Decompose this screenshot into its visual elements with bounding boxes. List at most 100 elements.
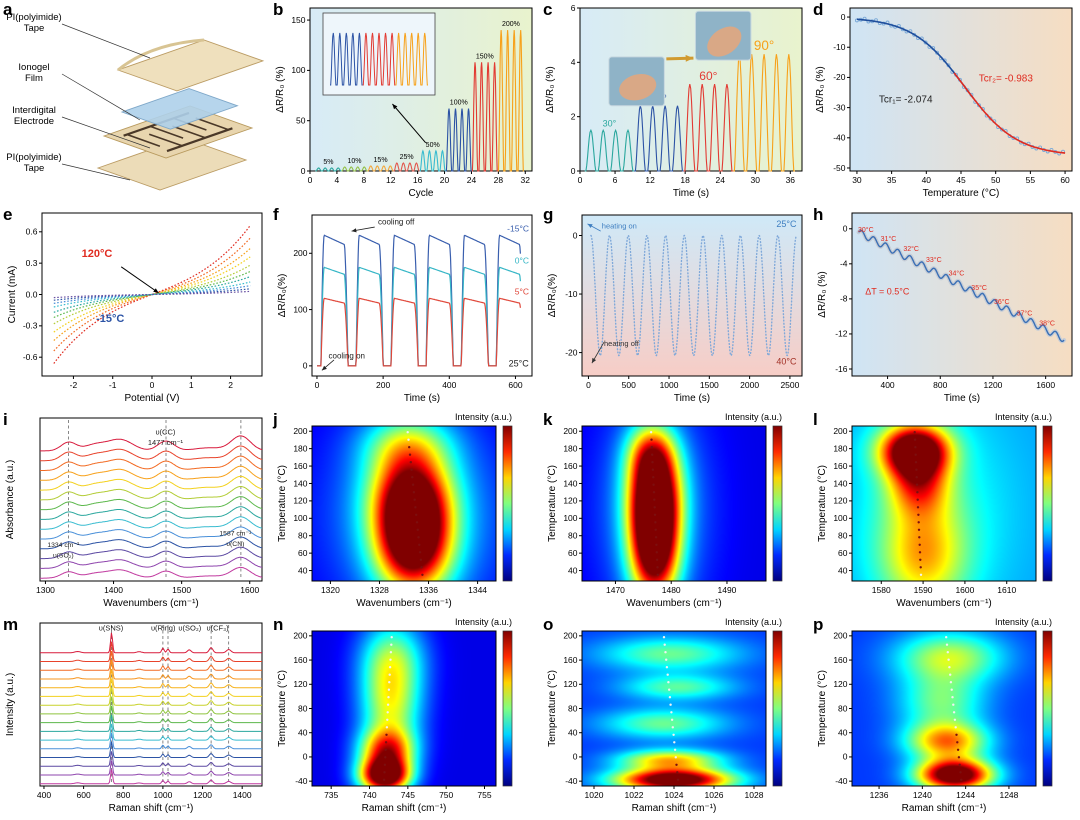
panel-letter: m (3, 615, 19, 634)
colorbar (502, 425, 513, 582)
x-tick-label: 600 (77, 790, 91, 800)
peak-trace-dot (653, 513, 657, 516)
peak-trace-dot (390, 643, 393, 646)
x-tick-label: 1 (189, 380, 194, 390)
x-axis-title: Wavenumbers (cm⁻¹) (896, 598, 991, 609)
spectrum-curve (40, 705, 262, 724)
intensity-label: Intensity (a.u.) (455, 412, 512, 422)
y-axis-title: ΔR/R₀ (%) (817, 271, 828, 317)
x-tick-label: 8 (361, 175, 366, 185)
panel-f: f 0 200 400 600 0 100 200 Time (s) ΔR/R₀(%) -15°C… (270, 205, 540, 410)
y-axis-title: Intensity (a.u.) (5, 673, 16, 736)
arrow-line (120, 266, 159, 294)
signal-peaks (584, 128, 635, 172)
panel-letter: l (813, 410, 818, 429)
x-axis-title: Raman shift (cm⁻¹) (902, 803, 987, 814)
panel-m: m 400 600 800 1000 1200 1400 Raman shift (cm⁻¹… (0, 615, 270, 820)
x-tick-label: 2 (228, 380, 233, 390)
y-tick-label: 40 (568, 565, 578, 575)
peak-trace-dot (384, 756, 387, 759)
y-tick-label: 160 (833, 461, 847, 471)
x-tick-label: 30 (852, 175, 862, 185)
spectrum-curve (40, 769, 262, 785)
annotation: 25°C (509, 358, 530, 368)
y-tick-label: 40 (838, 728, 848, 738)
spectrum-curve (40, 732, 262, 750)
peak-trace-dot (407, 438, 410, 441)
peak-trace-dot (915, 476, 918, 479)
data-point (988, 116, 993, 121)
x-axis-title: Wavenumbers (cm⁻¹) (103, 598, 198, 609)
plot-frame (581, 214, 803, 377)
y-tick-label: 0 (303, 361, 308, 371)
y-tick-label: 160 (293, 655, 307, 665)
panel-l-plot: 1580 1590 1600 1610 40 60 80 100 120 140 160 180 200… (810, 410, 1080, 615)
zoom-inset-box (322, 12, 436, 96)
spectrum-curve (40, 678, 262, 697)
peak-trace-dot (916, 491, 919, 494)
panel-j-plot: 1320 1328 1336 1344 40 60 80 100 120 140 160 180 200… (270, 410, 540, 615)
x-tick-label: 1028 (745, 790, 764, 800)
heatmap-canvas (582, 631, 766, 786)
panel-o: o 1020 1022 1024 1026 1028 -40 0 40 80 120 160 200 R… (540, 615, 810, 820)
peak-trace-dot (649, 431, 653, 434)
peak-trace-dot (652, 476, 655, 479)
x-tick-label: 1300 (36, 585, 55, 595)
signal-peaks (367, 165, 394, 172)
x-tick-label: 0 (315, 380, 320, 390)
panel-k: k 1470 1480 1490 40 60 80 100 120 140 160 180 200 Wa… (540, 410, 810, 615)
peak-trace-dot (654, 528, 657, 531)
arrow-head (321, 365, 327, 371)
y-tick-label: 0.6 (26, 227, 38, 237)
panel-n: n 735 740 745 750 755 -40 0 40 80 120 160 200 Raman … (270, 615, 540, 820)
x-tick-label: 60 (1060, 175, 1070, 185)
y-tick-label: 140 (293, 478, 307, 488)
peak-trace-dot (415, 521, 419, 524)
panel-i: i 1300 1400 1500 1600 Wavenumbers (cm⁻¹) Abso… (0, 410, 270, 615)
peak-trace-dot (960, 778, 963, 781)
temp-step-label: 38°C (1039, 319, 1055, 327)
x-tick-label: 1490 (718, 585, 737, 595)
colorbar (772, 425, 783, 582)
x-tick-label: 1500 (172, 585, 191, 595)
panel-f-plot: 0 200 400 600 0 100 200 Time (s) ΔR/R₀(%) -15°C 0°… (270, 205, 540, 410)
peak-trace-dot (945, 643, 949, 646)
annotation: 25°C (776, 219, 797, 229)
spectrum-curve (40, 566, 263, 579)
x-tick-label: 12 (386, 175, 396, 185)
signal-peaks (315, 167, 342, 172)
y-axis-title: ΔR/R₀(%) (277, 274, 288, 318)
peak-trace-dot (947, 658, 950, 661)
peak-trace-dot (389, 651, 393, 654)
x-tick-label: 1344 (468, 585, 487, 595)
peak-trace-dot (406, 431, 409, 434)
panel-e: e -2 -1 0 1 2 -0.6 -0.3 0.0 0.3 0.6 Potential (V) C… (0, 205, 270, 410)
heatmap-canvas (852, 631, 1036, 786)
y-tick-label: 100 (833, 513, 847, 523)
y-tick-label: 200 (293, 248, 307, 258)
trace-label: -15°C (507, 223, 529, 233)
y-tick-label: 200 (563, 426, 577, 436)
panel-letter: n (273, 615, 284, 634)
group-label: 15% (374, 157, 388, 164)
y-tick-label: -40 (565, 776, 578, 786)
y-tick-label: 180 (833, 443, 847, 453)
iv-curve (53, 288, 251, 301)
peak-trace-dot (410, 468, 413, 471)
peak-trace-dot (388, 666, 392, 669)
y-tick-label: -20 (833, 72, 846, 82)
x-tick-label: 1244 (956, 790, 975, 800)
annotation: heating on (602, 222, 637, 231)
group-label: 150% (476, 53, 494, 60)
y-tick-label: 200 (833, 426, 847, 436)
peak-trace-dot (386, 718, 389, 721)
peak-trace-dot (918, 551, 922, 554)
y-axis-title: Temperature (°C) (817, 670, 828, 747)
peak-trace-dot (956, 741, 959, 744)
peak-trace-dot (674, 756, 677, 759)
y-tick-label: 160 (563, 461, 577, 471)
x-axis-title: Temperature (°C) (923, 188, 1000, 199)
layer-label: PI(polyimide) (6, 12, 61, 23)
x-tick-label: 1022 (625, 790, 644, 800)
